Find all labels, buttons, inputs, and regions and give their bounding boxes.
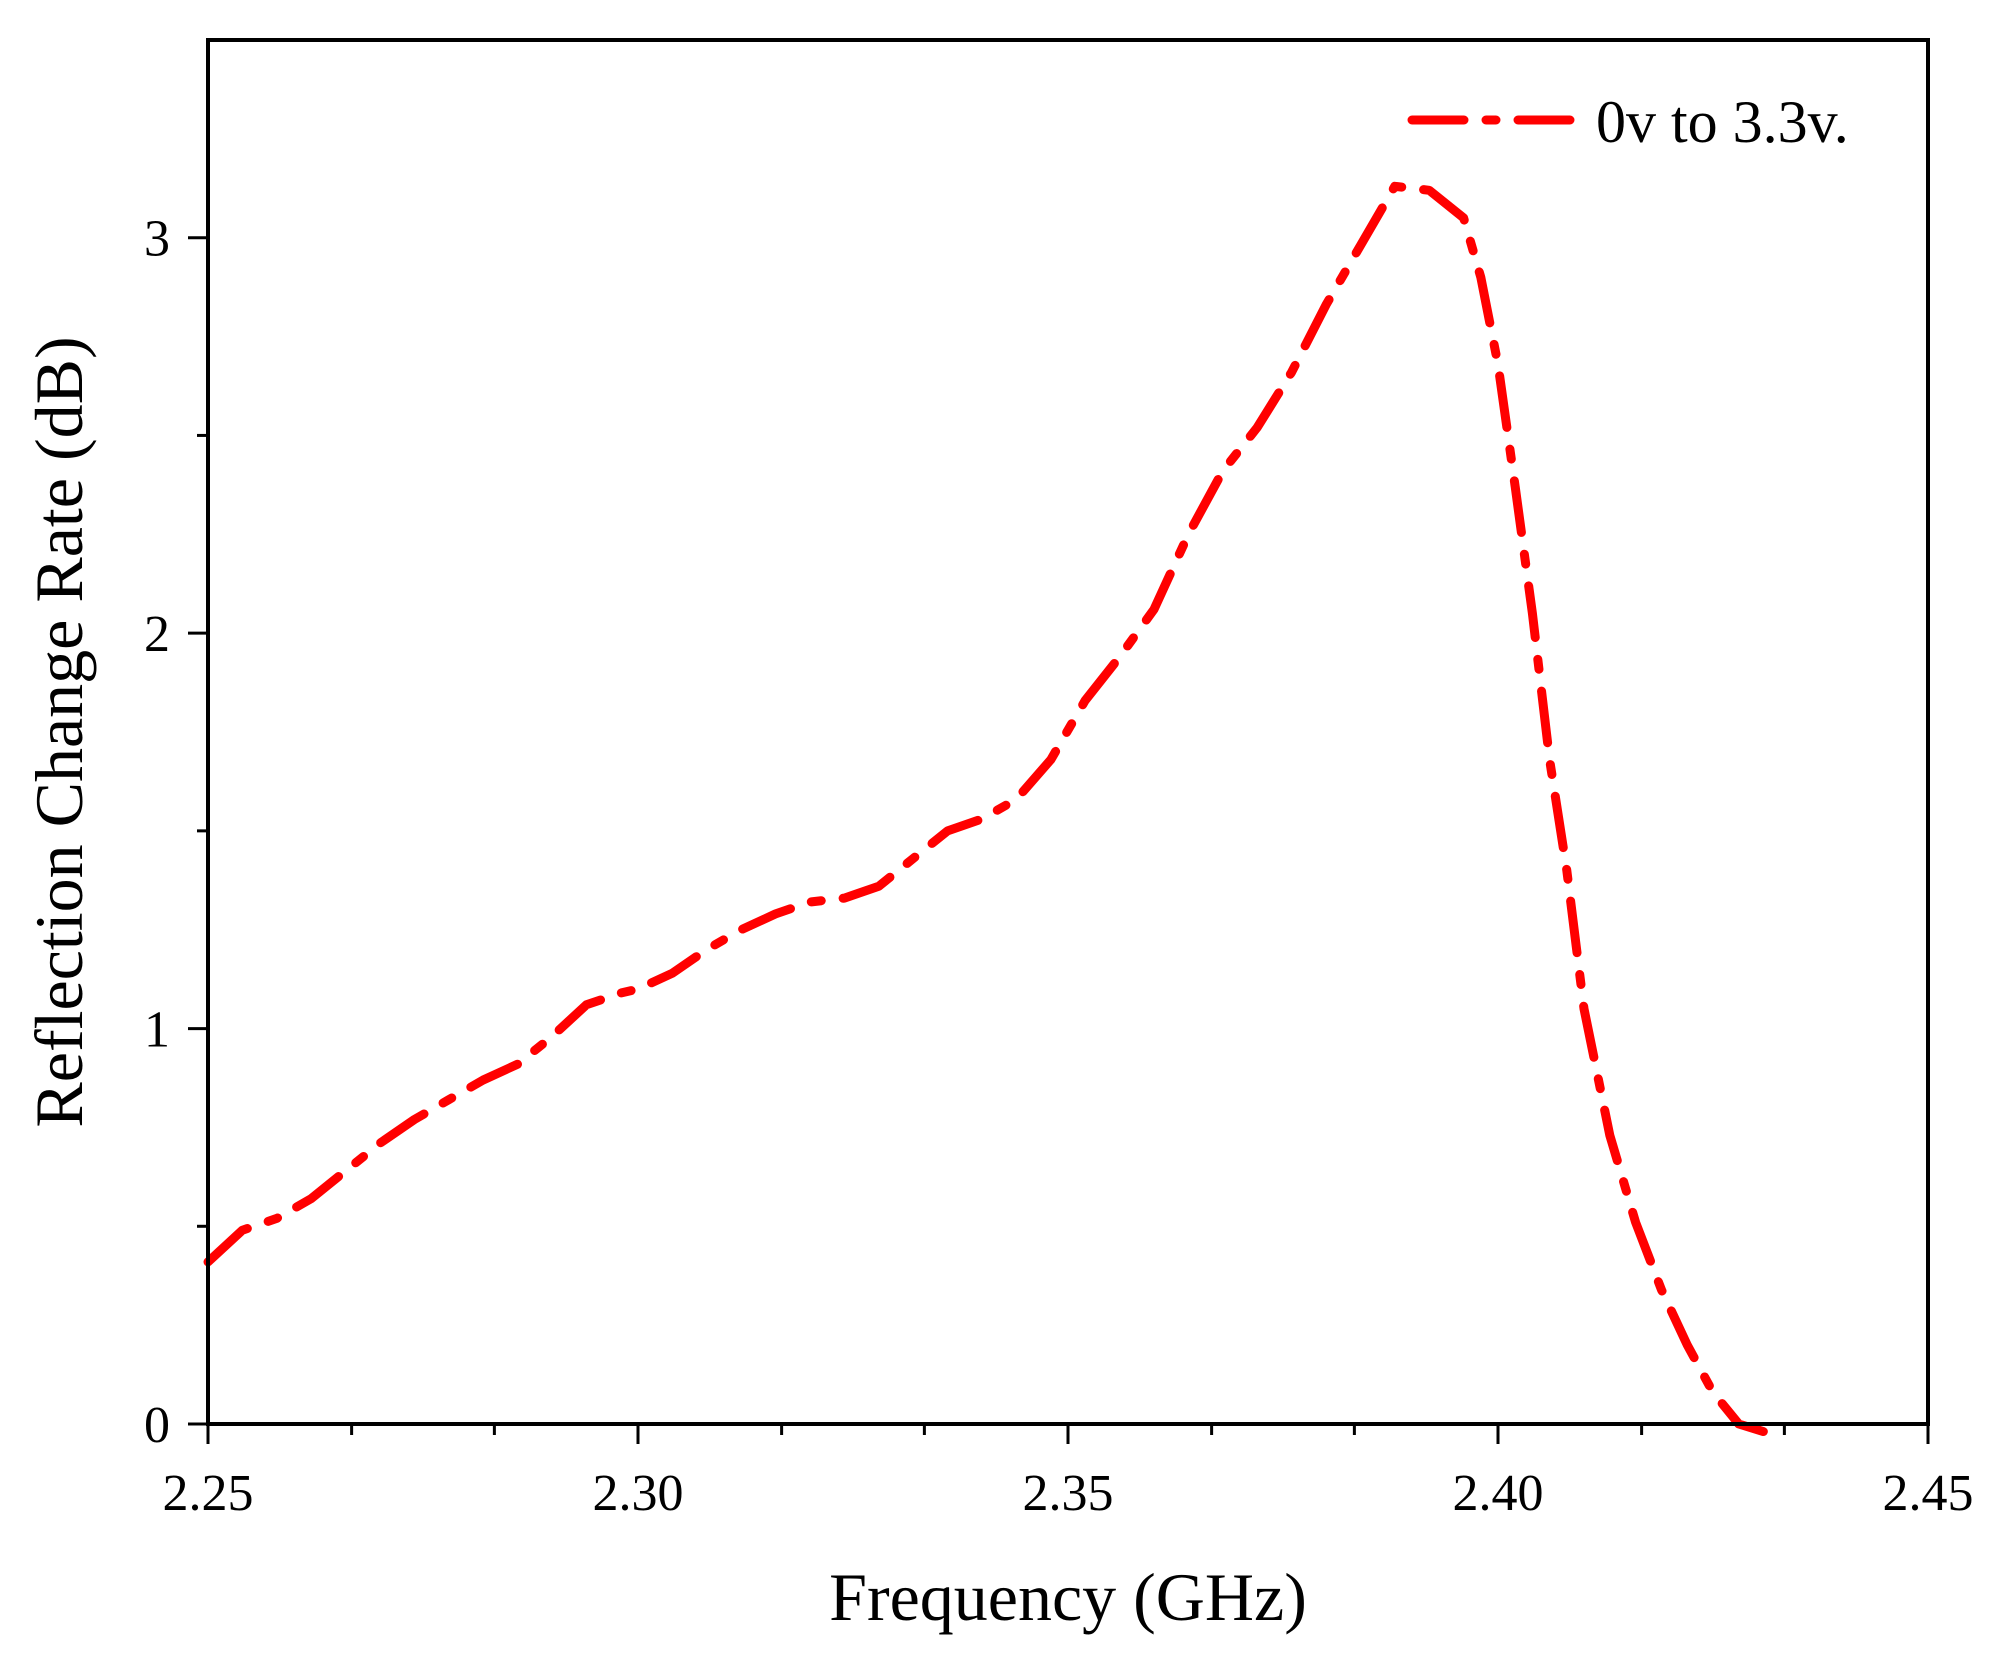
series-line: [203, 181, 1787, 1437]
series-layer: [203, 181, 1787, 1437]
x-axis-title: Frequency (GHz): [829, 1559, 1307, 1635]
y-tick-label: 3: [144, 211, 170, 268]
ticks-layer: [188, 236, 1930, 1444]
y-tick-label: 0: [144, 1397, 170, 1454]
x-tick-label: 2.25: [163, 1465, 254, 1522]
y-tick-label: 1: [144, 1002, 170, 1059]
x-tick-label: 2.45: [1883, 1465, 1974, 1522]
x-tick-label: 2.40: [1453, 1465, 1544, 1522]
x-tick-label: 2.30: [593, 1465, 684, 1522]
x-tick-label: 2.35: [1023, 1465, 1114, 1522]
y-tick-label: 2: [144, 606, 170, 663]
legend-label: 0v to 3.3v.: [1596, 89, 1849, 155]
legend: 0v to 3.3v.: [1407, 89, 1849, 155]
plot-frame: [206, 38, 1930, 1426]
y-axis-title: Reflection Change Rate (dB): [21, 336, 97, 1127]
labels-layer: 2.25 2.30 2.35 2.40 2.45 0 1 2 3: [144, 211, 1974, 1522]
